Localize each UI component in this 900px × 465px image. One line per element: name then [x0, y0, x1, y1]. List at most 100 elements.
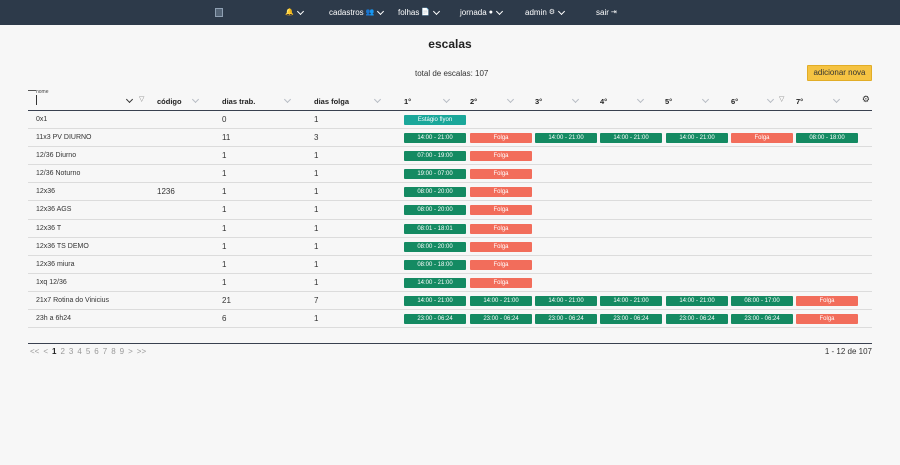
chevron-down-icon[interactable] [191, 95, 200, 104]
chevron-down-icon[interactable] [442, 95, 451, 104]
chevron-down-icon [433, 7, 441, 15]
day6-header[interactable]: 6° [731, 97, 739, 106]
table-row[interactable]: 21x7 Rotina do Vinicius 21 7 14:00 - 21:00 1… [28, 292, 872, 311]
page-link[interactable]: 4 [77, 347, 82, 356]
add-new-button[interactable]: adicionar nova [807, 65, 872, 81]
next-page-button[interactable]: > [128, 347, 133, 356]
table-row[interactable]: 1xq 12/36 1 1 14:00 - 21:00 Folga [28, 274, 872, 292]
nome-filter-input[interactable] [36, 95, 37, 105]
day5-header[interactable]: 5° [665, 97, 673, 106]
day3-header[interactable]: 3° [535, 97, 543, 106]
cell-nome: 12/36 Diurno [36, 152, 77, 160]
day-off-badge: Folga [796, 314, 858, 325]
table-row[interactable]: 12x36 1236 1 1 08:00 - 20:00 Folga [28, 183, 872, 202]
nav-label: cadastros [329, 8, 364, 17]
nav-label: folhas [398, 8, 420, 17]
chevron-down-icon[interactable] [373, 95, 382, 104]
chevron-down-icon[interactable] [125, 95, 134, 104]
chevron-down-icon[interactable] [636, 95, 645, 104]
page-link[interactable]: 2 [60, 347, 65, 356]
chevron-down-icon[interactable] [766, 95, 775, 104]
users-icon: 👥 [365, 9, 375, 16]
table-row[interactable]: 0x1 0 1 Estágio flyon [28, 111, 872, 130]
nav-item-sair[interactable]: sair ⇥ [596, 0, 617, 25]
page-link[interactable]: 1 [52, 347, 57, 356]
page-link[interactable]: 5 [85, 347, 91, 356]
day7-header[interactable]: 7° [796, 97, 804, 106]
nav-item-admin[interactable]: admin ⚙ [525, 0, 566, 25]
shift-badge: 07:00 - 19:00 [404, 151, 466, 162]
filter-icon[interactable]: ▽ [779, 96, 785, 103]
last-page-button[interactable]: >> [136, 347, 147, 356]
page-link[interactable]: 3 [68, 347, 74, 356]
gear-icon[interactable]: ⚙ [861, 94, 870, 104]
nav-label: admin [525, 8, 547, 17]
shift-badge: 08:00 - 20:00 [404, 241, 466, 252]
logout-icon: ⇥ [610, 9, 617, 16]
cell-nome: 12x36 miura [36, 260, 75, 268]
table-row[interactable]: 12x36 TS DEMO 1 1 08:00 - 20:00 Folga [28, 238, 872, 256]
day2-header[interactable]: 2° [470, 97, 478, 106]
page-link[interactable]: 8 [111, 347, 116, 356]
dias-trab-header[interactable]: dias trab. [222, 97, 256, 106]
cell-dias-trab: 1 [222, 223, 227, 233]
cell-nome: 12x36 TS DEMO [36, 242, 89, 250]
page-link[interactable]: 9 [119, 347, 125, 356]
logo-image[interactable] [215, 8, 223, 17]
day-off-badge: Folga [470, 205, 532, 216]
file-icon: 📄 [421, 9, 431, 16]
cell-dias-trab: 6 [222, 314, 227, 324]
chevron-down-icon[interactable] [571, 95, 580, 104]
codigo-header[interactable]: código [157, 97, 182, 106]
cell-dias-trab: 1 [222, 259, 227, 269]
shift-badge: 08:00 - 18:00 [404, 259, 466, 270]
table-row[interactable]: 12/36 Noturno 1 1 19:00 - 07:00 Folga [28, 165, 872, 184]
cell-nome: 0x1 [36, 116, 48, 123]
day-off-badge: Folga [470, 187, 532, 198]
table-header: nome ▽ código dias trab. dias folga 1° 2… [28, 87, 872, 111]
dias-folga-header[interactable]: dias folga [314, 97, 350, 106]
shift-badge: 14:00 - 21:00 [666, 133, 728, 144]
table-row[interactable]: 12/36 Diurno 1 1 07:00 - 19:00 Folga [28, 147, 872, 166]
nav-item-jornada[interactable]: jornada ● [460, 0, 503, 25]
nome-filter-line [28, 90, 36, 91]
cell-dias-folga: 1 [314, 115, 319, 124]
cell-nome: 11x3 PV DIURNO [36, 134, 92, 142]
chevron-down-icon [558, 7, 566, 15]
page-link[interactable]: 7 [102, 347, 108, 356]
nav-item-notifications[interactable]: 🔔 [283, 0, 304, 25]
day1-header[interactable]: 1° [404, 97, 412, 106]
shift-badge: 14:00 - 21:00 [535, 133, 597, 144]
table-row[interactable]: 11x3 PV DIURNO 11 3 14:00 - 21:00 Folga 14:00… [28, 129, 872, 148]
scales-table: nome ▽ código dias trab. dias folga 1° 2… [28, 87, 872, 329]
first-page-button[interactable]: << [30, 347, 40, 356]
cell-nome: 1xq 12/36 [36, 278, 67, 286]
chevron-down-icon [296, 7, 304, 15]
table-row[interactable]: 12x36 miura 1 1 08:00 - 18:00 Folga [28, 256, 872, 274]
cell-dias-folga: 1 [314, 241, 319, 251]
nav-label: sair [596, 8, 609, 17]
cell-dias-trab: 1 [222, 151, 227, 161]
chevron-down-icon[interactable] [506, 95, 515, 104]
cell-dias-folga: 1 [314, 169, 319, 179]
cell-nome: 12/36 Noturno [36, 170, 81, 178]
cell-dias-folga: 1 [314, 259, 319, 269]
prev-page-button[interactable]: < [43, 347, 49, 356]
page-title: escalas [428, 37, 472, 51]
cell-dias-trab: 0 [222, 115, 227, 124]
table-row[interactable]: 12x36 T 1 1 08:01 - 18:01 Folga [28, 220, 872, 238]
table-row[interactable]: 23h a 6h24 6 1 23:00 - 06:24 23:00 - 06:24 23… [28, 310, 872, 329]
cell-dias-trab: 1 [222, 277, 227, 287]
table-row[interactable]: 12x36 AGS 1 1 08:00 - 20:00 Folga [28, 201, 872, 220]
chevron-down-icon[interactable] [283, 95, 292, 104]
top-navbar: 🔔 cadastros 👥 folhas 📄 jornada ● admin ⚙ sair ⇥ [0, 0, 900, 25]
chevron-down-icon[interactable] [832, 95, 841, 104]
day-off-badge: Folga [470, 223, 532, 234]
nav-item-cadastros[interactable]: cadastros 👥 [329, 0, 385, 25]
cell-nome: 21x7 Rotina do Vinicius [36, 296, 110, 304]
filter-icon[interactable]: ▽ [139, 96, 145, 103]
day4-header[interactable]: 4° [600, 97, 608, 106]
chevron-down-icon[interactable] [701, 95, 710, 104]
page-link[interactable]: 6 [94, 347, 99, 356]
nav-item-folhas[interactable]: folhas 📄 [398, 0, 441, 25]
